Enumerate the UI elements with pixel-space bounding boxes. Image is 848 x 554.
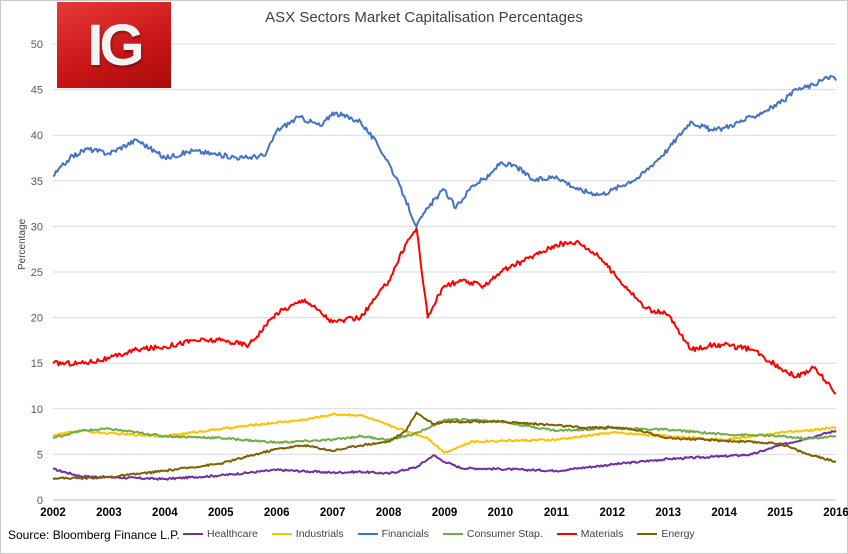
x-tick-2008: 2008 <box>376 507 402 519</box>
series-line-energy <box>52 411 837 481</box>
legend-item: Healthcare <box>183 528 258 540</box>
x-tick-2014: 2014 <box>711 507 737 519</box>
logo-text: IG <box>87 13 144 78</box>
x-tick-2003: 2003 <box>96 507 122 519</box>
x-tick-2005: 2005 <box>208 507 234 519</box>
x-tick-2007: 2007 <box>320 507 346 519</box>
x-tick-2009: 2009 <box>432 507 458 519</box>
y-tick-10: 10 <box>31 404 43 416</box>
legend-item: Consumer Stap. <box>442 528 543 540</box>
legend-swatch <box>271 533 292 535</box>
y-tick-labels: 0 5 10 15 20 25 30 35 40 45 50 <box>31 39 43 507</box>
y-tick-20: 20 <box>31 313 43 325</box>
x-tick-2004: 2004 <box>152 507 178 519</box>
series-line-materials <box>52 227 837 395</box>
y-tick-5: 5 <box>37 449 43 461</box>
legend-item: Financials <box>357 528 429 540</box>
y-tick-45: 45 <box>31 85 43 97</box>
legend-swatch <box>442 533 463 535</box>
legend-label: Industrials <box>295 528 344 540</box>
source-note: Source: Bloomberg Finance L.P. <box>8 528 180 542</box>
legend-swatch <box>556 533 577 535</box>
y-tick-50: 50 <box>31 39 43 51</box>
x-tick-2002: 2002 <box>40 507 66 519</box>
x-tick-2015: 2015 <box>767 507 793 519</box>
legend-label: Materials <box>580 528 624 540</box>
y-tick-0: 0 <box>37 495 43 507</box>
legend: Healthcare Industrials Financials Consumer … <box>183 528 709 540</box>
legend-item: Energy <box>637 528 695 540</box>
series-line-healthcare <box>52 429 837 481</box>
y-tick-25: 25 <box>31 267 43 279</box>
legend-label: Energy <box>661 528 695 540</box>
x-tick-2016: 2016 <box>823 507 848 519</box>
legend-label: Healthcare <box>207 528 258 540</box>
x-tick-2010: 2010 <box>488 507 514 519</box>
x-tick-2006: 2006 <box>264 507 290 519</box>
y-tick-15: 15 <box>31 358 43 370</box>
x-tick-2013: 2013 <box>655 507 681 519</box>
x-tick-2011: 2011 <box>544 507 570 519</box>
legend-swatch <box>183 533 203 535</box>
legend-swatch <box>357 533 378 535</box>
chart-title: ASX Sectors Market Capitalisation Percen… <box>265 9 583 26</box>
ig-logo: IG <box>57 2 171 88</box>
series-line-financials <box>52 74 837 228</box>
legend-item: Materials <box>556 528 624 540</box>
legend-label: Financials <box>381 528 429 540</box>
y-tick-35: 35 <box>31 176 43 188</box>
legend-item: Industrials <box>271 528 344 540</box>
legend-swatch <box>637 533 658 535</box>
y-tick-40: 40 <box>31 130 43 142</box>
x-tick-labels: 2002 2003 2004 2005 2006 2007 2008 2009 2010 2011… <box>40 507 848 519</box>
y-axis-label: Percentage <box>17 218 28 270</box>
x-tick-2012: 2012 <box>599 507 625 519</box>
legend-label: Consumer Stap. <box>466 528 543 540</box>
series-lines <box>52 74 837 481</box>
grid-lines <box>53 43 836 455</box>
series-line-consumer-stap <box>52 417 837 444</box>
y-tick-30: 30 <box>31 221 43 233</box>
